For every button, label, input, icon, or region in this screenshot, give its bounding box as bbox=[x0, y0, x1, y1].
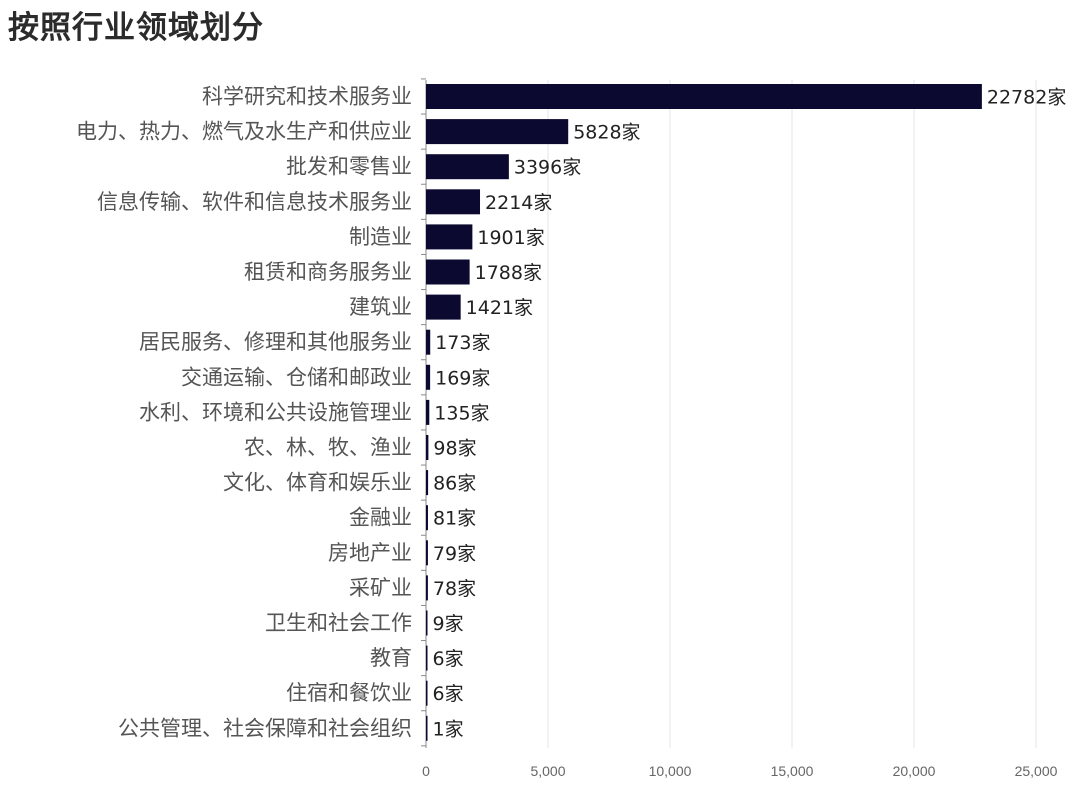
value-label: 173家 bbox=[435, 332, 490, 354]
value-label: 79家 bbox=[433, 543, 476, 565]
bar bbox=[426, 610, 428, 636]
value-label: 1421家 bbox=[466, 297, 533, 319]
bar bbox=[426, 505, 428, 531]
value-label: 9家 bbox=[433, 613, 464, 635]
bar bbox=[426, 715, 428, 741]
category-label: 农、林、牧、渔业 bbox=[244, 436, 412, 460]
x-tick-label: 10,000 bbox=[649, 763, 692, 779]
value-label: 1901家 bbox=[477, 227, 544, 249]
x-tick-label: 0 bbox=[422, 763, 430, 779]
bar bbox=[426, 399, 430, 425]
bar bbox=[426, 435, 429, 460]
bar bbox=[426, 540, 428, 566]
x-tick-label: 5,000 bbox=[530, 763, 565, 779]
category-label: 信息传输、软件和信息技术服务业 bbox=[97, 190, 412, 214]
bar bbox=[426, 680, 428, 706]
bar bbox=[426, 189, 481, 215]
x-tick-label: 15,000 bbox=[771, 763, 814, 779]
y-axis bbox=[421, 78, 427, 748]
category-label: 金融业 bbox=[349, 506, 412, 530]
category-label: 采矿业 bbox=[349, 576, 412, 600]
value-label: 22782家 bbox=[987, 87, 1066, 109]
bar bbox=[426, 259, 470, 285]
value-label: 2214家 bbox=[485, 192, 552, 214]
category-label: 租赁和商务服务业 bbox=[244, 260, 412, 284]
value-label: 169家 bbox=[435, 367, 490, 389]
x-tick-label: 25,000 bbox=[1015, 763, 1058, 779]
category-label: 公共管理、社会保障和社会组织 bbox=[118, 716, 412, 740]
category-label: 水利、环境和公共设施管理业 bbox=[139, 400, 412, 424]
value-label: 6家 bbox=[433, 683, 464, 705]
category-label: 制造业 bbox=[349, 225, 412, 249]
value-label: 135家 bbox=[434, 402, 489, 424]
bar bbox=[426, 119, 569, 145]
bars bbox=[426, 84, 982, 741]
category-label: 教育 bbox=[370, 646, 412, 670]
category-label: 建筑业 bbox=[349, 295, 412, 319]
category-label: 文化、体育和娱乐业 bbox=[223, 471, 412, 495]
category-label: 科学研究和技术服务业 bbox=[202, 85, 412, 109]
category-labels: 科学研究和技术服务业电力、热力、燃气及水生产和供应业批发和零售业信息传输、软件和… bbox=[76, 85, 412, 741]
category-label: 住宿和餐饮业 bbox=[286, 681, 412, 705]
value-label: 86家 bbox=[433, 473, 476, 495]
value-label: 1788家 bbox=[475, 262, 542, 284]
x-tick-label: 20,000 bbox=[893, 763, 936, 779]
value-label: 98家 bbox=[433, 438, 476, 460]
value-label: 78家 bbox=[433, 578, 476, 600]
bar bbox=[426, 645, 428, 671]
value-label: 3396家 bbox=[514, 157, 581, 179]
category-label: 居民服务、修理和其他服务业 bbox=[139, 330, 412, 354]
bar bbox=[426, 224, 473, 250]
value-label: 81家 bbox=[433, 508, 476, 530]
bar bbox=[426, 575, 428, 601]
category-label: 批发和零售业 bbox=[286, 155, 412, 179]
chart-title: 按照行业领域划分 bbox=[8, 10, 264, 46]
value-label: 1家 bbox=[433, 718, 464, 740]
bar bbox=[426, 84, 982, 109]
bar bbox=[426, 470, 429, 496]
category-label: 交通运输、仓储和邮政业 bbox=[181, 365, 412, 389]
bar bbox=[426, 294, 461, 320]
bar bbox=[426, 154, 509, 180]
value-label: 6家 bbox=[433, 648, 464, 670]
value-label: 5828家 bbox=[573, 122, 640, 144]
category-label: 卫生和社会工作 bbox=[265, 611, 412, 635]
bar bbox=[426, 329, 431, 355]
value-labels: 22782家 5828家 3396家 2214家 1901家 1788家 1421家 173家… bbox=[433, 87, 1067, 741]
grid-lines bbox=[547, 80, 1037, 748]
category-label: 房地产业 bbox=[328, 541, 412, 565]
bar bbox=[426, 364, 431, 390]
x-tick-labels: 0 5,000 10,000 15,000 20,000 25,000 bbox=[422, 763, 1058, 779]
category-label: 电力、热力、燃气及水生产和供应业 bbox=[76, 120, 412, 144]
